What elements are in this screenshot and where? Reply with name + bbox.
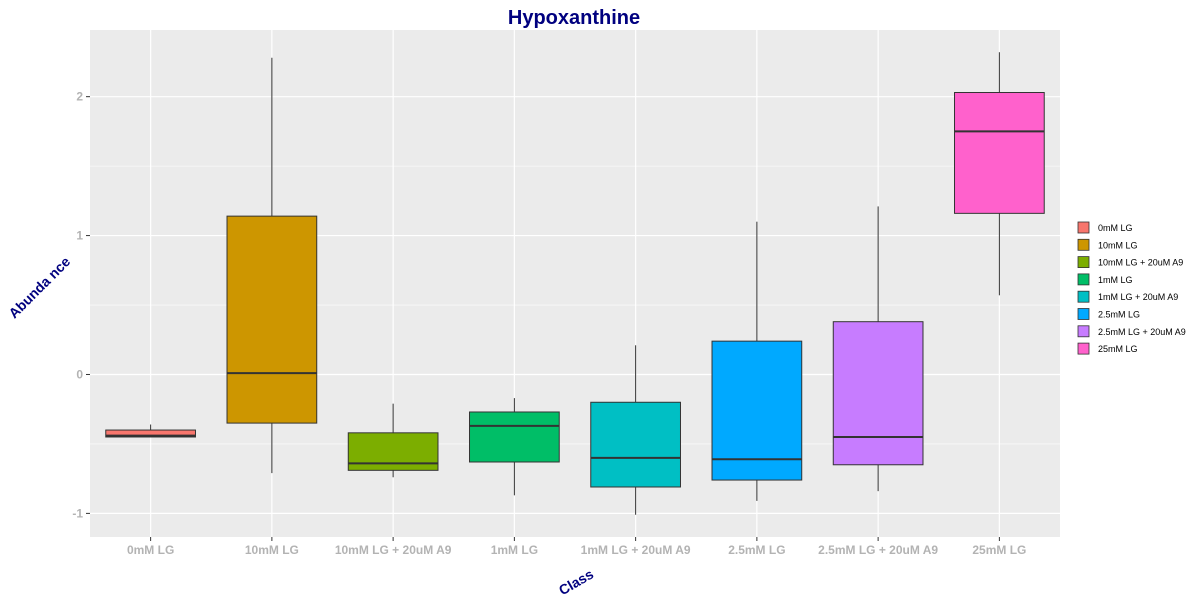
x-tick-label: 0mM LG [127, 543, 174, 557]
x-tick-label: 25mM LG [972, 543, 1026, 557]
box-7 [832, 206, 924, 492]
legend-item: 10mM LG [1077, 238, 1138, 251]
legend-key [1077, 256, 1090, 269]
legend-key [1077, 308, 1090, 320]
box-body [469, 411, 560, 463]
y-axis-ticks: -1 0 1 2 [72, 90, 90, 520]
legend-item: 2.5mM LG [1077, 308, 1140, 320]
box-6 [711, 221, 803, 501]
x-tick-label: 1mM LG + 20uM A9 [581, 543, 691, 557]
box-8 [954, 52, 1045, 296]
legend-label: 2.5mM LG + 20uM A9 [1098, 327, 1186, 337]
y-axis-title: Abunda nce [5, 253, 73, 321]
box-4 [469, 398, 560, 496]
legend-item: 2.5mM LG + 20uM A9 [1077, 325, 1186, 338]
box-body [347, 432, 439, 471]
y-tick-label: 2 [76, 90, 83, 104]
y-tick-label: -1 [72, 506, 83, 520]
legend: 0mM LG 10mM LG 10mM LG + 20uM A9 1mM LG 1mM … [1077, 221, 1186, 355]
legend-key [1077, 238, 1090, 251]
x-tick-label: 2.5mM LG + 20uM A9 [818, 543, 938, 557]
box-3 [347, 403, 439, 478]
box-body [711, 340, 803, 481]
legend-label: 2.5mM LG [1098, 310, 1140, 320]
x-axis-ticks: 0mM LG 10mM LG 10mM LG + 20uM A9 1mM LG 1mM … [127, 537, 1026, 557]
box-body [226, 215, 318, 424]
legend-label: 25mM LG [1098, 344, 1138, 354]
x-tick-label: 1mM LG [491, 543, 538, 557]
box-5 [590, 345, 681, 515]
y-tick-label: 0 [76, 367, 83, 381]
legend-item: 1mM LG + 20uM A9 [1077, 290, 1178, 303]
x-tick-label: 10mM LG [245, 543, 299, 557]
legend-item: 1mM LG [1077, 273, 1133, 286]
legend-label: 1mM LG [1098, 275, 1133, 285]
box-2 [226, 57, 318, 474]
legend-label: 10mM LG + 20uM A9 [1098, 258, 1183, 268]
legend-label: 0mM LG [1098, 223, 1133, 233]
y-tick-label: 1 [76, 229, 83, 243]
x-tick-label: 10mM LG + 20uM A9 [335, 543, 452, 557]
chart-title: Hypoxanthine [508, 7, 640, 29]
box-body [954, 92, 1045, 214]
box-plots [105, 52, 1045, 515]
legend-item: 0mM LG [1077, 221, 1133, 234]
legend-key [1077, 290, 1090, 303]
legend-label: 1mM LG + 20uM A9 [1098, 292, 1178, 302]
box-body [832, 321, 924, 466]
legend-item: 10mM LG + 20uM A9 [1077, 256, 1183, 269]
legend-key [1077, 273, 1090, 286]
x-axis-title: Class [556, 566, 597, 599]
legend-item: 25mM LG [1077, 342, 1138, 355]
box-body [105, 429, 196, 438]
legend-key [1077, 325, 1090, 338]
legend-key [1077, 342, 1090, 355]
x-tick-label: 2.5mM LG [728, 543, 785, 557]
box-1 [105, 424, 196, 438]
legend-label: 10mM LG [1098, 240, 1138, 250]
box-body [590, 401, 681, 488]
legend-key [1077, 221, 1090, 234]
